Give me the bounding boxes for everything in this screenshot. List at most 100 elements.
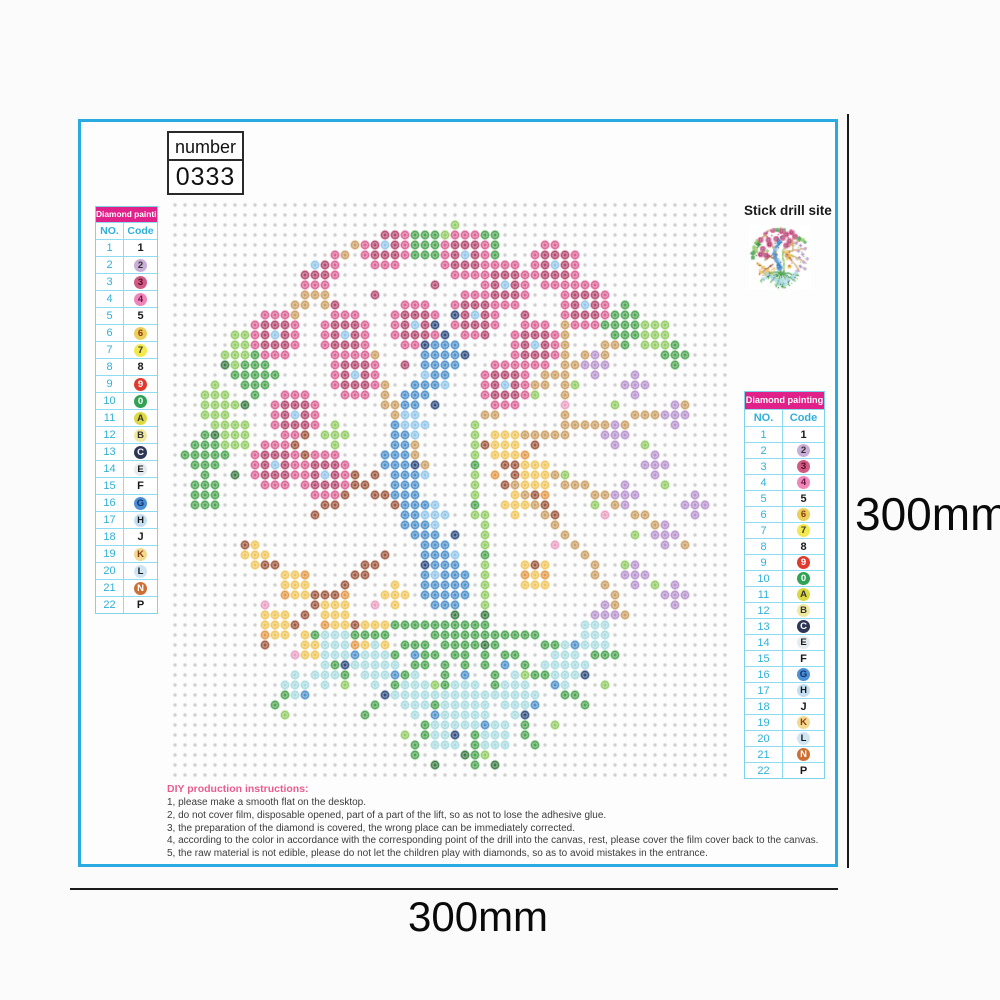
color-row-code: 3 bbox=[124, 274, 157, 290]
color-row: 15 F bbox=[96, 477, 157, 494]
color-row-code: 0 bbox=[124, 393, 157, 409]
color-row-number: 14 bbox=[96, 461, 124, 477]
diy-instruction-line: 1, please make a smooth flat on the desk… bbox=[167, 797, 367, 808]
diy-instructions-list: 1, please make a smooth flat on the desk… bbox=[167, 797, 839, 861]
color-row-code: 9 bbox=[124, 376, 157, 392]
color-swatch: G bbox=[134, 496, 147, 510]
color-row-number: 22 bbox=[96, 597, 124, 613]
color-row-code: L bbox=[783, 731, 824, 746]
color-swatch: C bbox=[797, 620, 810, 633]
color-row-code: B bbox=[124, 427, 157, 443]
color-row-number: 20 bbox=[96, 563, 124, 579]
color-row-number: 13 bbox=[745, 619, 783, 634]
color-row-code: 8 bbox=[137, 361, 144, 373]
color-row-number: 19 bbox=[96, 546, 124, 562]
color-row-number: 18 bbox=[745, 699, 783, 714]
color-row-code: P bbox=[136, 599, 145, 611]
color-row-code: N bbox=[783, 747, 824, 762]
color-row-code: K bbox=[124, 546, 157, 562]
color-row-code: 5 bbox=[137, 310, 144, 322]
color-row-number: 6 bbox=[745, 507, 783, 522]
height-dimension-line bbox=[847, 114, 849, 868]
color-row-number: 3 bbox=[96, 274, 124, 290]
color-row-number: 3 bbox=[745, 459, 783, 474]
color-swatch: C bbox=[134, 445, 147, 459]
color-swatch: A bbox=[797, 588, 810, 601]
color-row-number: 10 bbox=[96, 393, 124, 409]
color-row-number: 21 bbox=[96, 580, 124, 596]
legend-header-row: NO. Code bbox=[96, 222, 157, 239]
color-row: 20 L bbox=[96, 562, 157, 579]
color-row-code: 4 bbox=[783, 475, 824, 490]
color-row: 17 H bbox=[745, 682, 824, 698]
color-row: 21 N bbox=[745, 746, 824, 762]
color-row-code: 9 bbox=[783, 555, 824, 570]
color-row-code: 5 bbox=[800, 492, 807, 505]
color-swatch: 2 bbox=[797, 444, 810, 457]
color-row: 10 0 bbox=[96, 392, 157, 409]
color-row: 16 G bbox=[96, 494, 157, 511]
color-row-number: 9 bbox=[96, 376, 124, 392]
color-row-number: 2 bbox=[745, 443, 783, 458]
legend-title: Diamond painting bbox=[96, 207, 157, 222]
diy-instructions: DIY production instructions: 1, please m… bbox=[167, 783, 839, 861]
color-row-number: 16 bbox=[745, 667, 783, 682]
color-row-code: J bbox=[137, 531, 144, 543]
color-row-number: 9 bbox=[745, 555, 783, 570]
color-row-number: 21 bbox=[745, 747, 783, 762]
width-dimension-label: 300mm bbox=[408, 893, 549, 940]
width-dimension-line bbox=[70, 888, 838, 890]
color-row-code: F bbox=[137, 480, 144, 492]
color-swatch: N bbox=[134, 581, 147, 595]
color-row-code: 0 bbox=[783, 571, 824, 586]
color-row-code: 3 bbox=[783, 459, 824, 474]
color-row-code: C bbox=[124, 444, 157, 460]
color-swatch: L bbox=[797, 732, 810, 745]
color-swatch: 7 bbox=[134, 343, 147, 357]
color-row-number: 5 bbox=[745, 491, 783, 506]
color-row: 12 B bbox=[96, 426, 157, 443]
stick-drill-preview-image bbox=[749, 225, 811, 289]
color-row-code: P bbox=[799, 764, 808, 777]
legend-header-row: NO. Code bbox=[745, 409, 824, 426]
color-row-number: 1 bbox=[745, 427, 783, 442]
color-row-code: 2 bbox=[124, 257, 157, 273]
color-row-number: 10 bbox=[745, 571, 783, 586]
color-swatch: N bbox=[797, 748, 810, 761]
color-swatch: E bbox=[134, 462, 147, 476]
color-row: 12 B bbox=[745, 602, 824, 618]
legend-col-code: Code bbox=[127, 225, 154, 237]
color-row-number: 15 bbox=[96, 478, 124, 494]
color-swatch: 0 bbox=[797, 572, 810, 585]
color-row-number: 4 bbox=[96, 291, 124, 307]
color-swatch: 7 bbox=[797, 524, 810, 537]
color-row: 18 J bbox=[96, 528, 157, 545]
color-swatch: 3 bbox=[134, 275, 147, 289]
color-row: 13 C bbox=[96, 443, 157, 460]
color-row-code: 1 bbox=[800, 428, 807, 441]
color-swatch: 2 bbox=[134, 258, 147, 272]
pattern-number-value: 0333 bbox=[175, 163, 236, 191]
color-row-number: 6 bbox=[96, 325, 124, 341]
stick-drill-site-label: Stick drill site bbox=[744, 203, 832, 218]
color-swatch: K bbox=[134, 547, 147, 561]
color-row: 19 K bbox=[745, 714, 824, 730]
color-swatch: 4 bbox=[797, 476, 810, 489]
color-row-code: 6 bbox=[124, 325, 157, 341]
color-row-code: A bbox=[783, 587, 824, 602]
color-row-code: 1 bbox=[137, 242, 144, 254]
color-row: 14 E bbox=[96, 460, 157, 477]
diy-instructions-title: DIY production instructions: bbox=[167, 783, 309, 795]
color-legend-right: Diamond painting NO. Code 1 1 2 2 3 3 4 4 5 5 6 6 7 7 8 8 9… bbox=[744, 391, 825, 779]
color-row: 11 A bbox=[96, 409, 157, 426]
color-row-number: 17 bbox=[96, 512, 124, 528]
color-row-code: E bbox=[124, 461, 157, 477]
